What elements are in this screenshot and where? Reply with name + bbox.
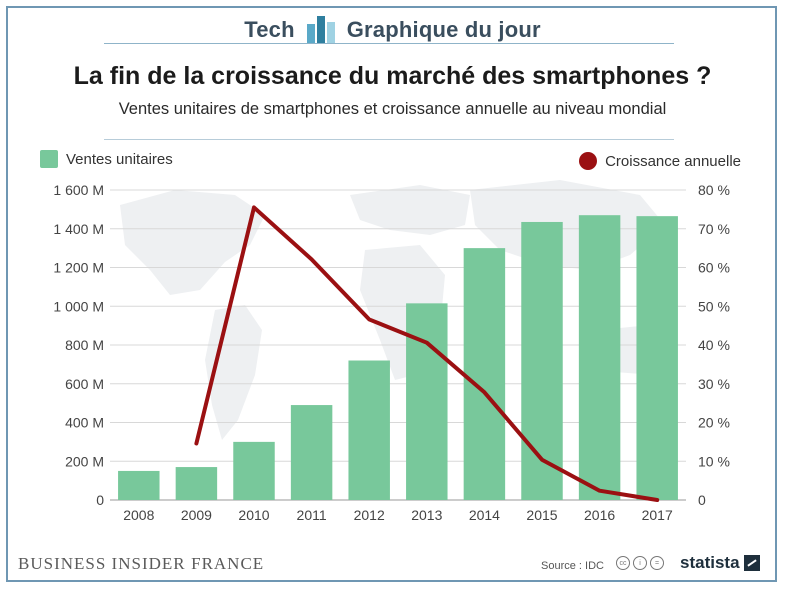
bar xyxy=(406,303,448,500)
bar xyxy=(175,467,218,500)
right-tick-label: 40 % xyxy=(698,337,730,353)
x-axis-ticks: 2008 2009 2010 2011 2012 2013 2014 2015 2016 2017 xyxy=(123,507,673,523)
legend-bars: Ventes unitaires xyxy=(40,150,173,168)
x-tick-label: 2015 xyxy=(526,507,557,523)
right-tick-label: 20 % xyxy=(698,415,730,431)
footer-brand-light: France xyxy=(191,554,265,573)
header-divider xyxy=(104,43,674,44)
legend-bars-label: Ventes unitaires xyxy=(66,150,173,168)
header-bar: Tech Graphique du jour xyxy=(0,10,785,50)
statista-logo: statista xyxy=(680,553,760,573)
left-tick-label: 200 M xyxy=(65,453,104,469)
bar xyxy=(578,215,621,500)
statista-wordmark: statista xyxy=(680,553,740,572)
left-tick-label: 1 200 M xyxy=(53,260,104,276)
x-tick-label: 2011 xyxy=(297,507,327,523)
left-tick-label: 1 400 M xyxy=(53,221,104,237)
left-tick-label: 1 000 M xyxy=(53,298,104,314)
right-tick-label: 30 % xyxy=(698,376,730,392)
legend-line: Croissance annuelle xyxy=(579,152,741,170)
bar-series xyxy=(118,215,678,500)
license-icons: cc i = xyxy=(616,556,664,570)
left-axis-ticks: 0 200 M 400 M 600 M 800 M 1 000 M 1 200 M 1 400… xyxy=(53,182,104,508)
bar xyxy=(290,405,333,500)
header-tech-label: Tech xyxy=(244,17,295,42)
legend-line-dot xyxy=(579,152,598,170)
right-tick-label: 70 % xyxy=(698,221,730,237)
legend-line-label: Croissance annuelle xyxy=(605,152,741,170)
header-graphique-label: Graphique du jour xyxy=(346,17,541,42)
bar xyxy=(636,216,678,500)
chart-subtitle: Ventes unitaires de smartphones et crois… xyxy=(118,100,667,118)
x-tick-label: 2008 xyxy=(123,507,154,523)
legend-bars-swatch xyxy=(40,150,58,168)
growth-line xyxy=(194,205,660,502)
chart-title: La fin de la croissance du marché des sm… xyxy=(73,62,712,90)
source-note: Source : IDC xyxy=(541,560,604,572)
x-tick-label: 2009 xyxy=(181,507,212,523)
bar-chart-logo-icon xyxy=(306,16,335,44)
bar xyxy=(233,441,275,500)
right-tick-label: 50 % xyxy=(698,298,730,314)
x-tick-label: 2017 xyxy=(642,507,673,523)
statista-mark-icon xyxy=(743,555,760,571)
x-tick-label: 2010 xyxy=(238,507,269,523)
cc-icon: cc xyxy=(616,556,630,570)
left-tick-label: 1 600 M xyxy=(53,182,104,198)
right-tick-label: 80 % xyxy=(698,182,730,198)
line-series xyxy=(194,205,660,502)
right-tick-label: 0 xyxy=(698,492,706,508)
bar xyxy=(521,221,563,500)
left-tick-label: 800 M xyxy=(65,337,104,353)
x-tick-label: 2012 xyxy=(354,507,385,523)
x-tick-label: 2013 xyxy=(411,507,442,523)
footer-brand-bold: Business Insider xyxy=(18,554,186,573)
x-tick-label: 2016 xyxy=(584,507,615,523)
bar xyxy=(118,470,160,500)
left-tick-label: 400 M xyxy=(65,415,104,431)
left-tick-label: 600 M xyxy=(65,376,104,392)
attribution-icon: i xyxy=(633,556,647,570)
right-tick-label: 60 % xyxy=(698,260,730,276)
no-derivatives-icon: = xyxy=(650,556,664,570)
left-tick-label: 0 xyxy=(96,492,104,508)
right-tick-label: 10 % xyxy=(698,453,730,469)
right-axis-ticks: 0 10 % 20 % 30 % 40 % 50 % 60 % 70 % 80 % xyxy=(698,182,730,508)
x-tick-label: 2014 xyxy=(469,507,500,523)
bar xyxy=(348,360,390,500)
footer-brand: Business Insider France xyxy=(18,553,264,574)
bar xyxy=(463,248,506,500)
subtitle-divider xyxy=(104,139,674,140)
